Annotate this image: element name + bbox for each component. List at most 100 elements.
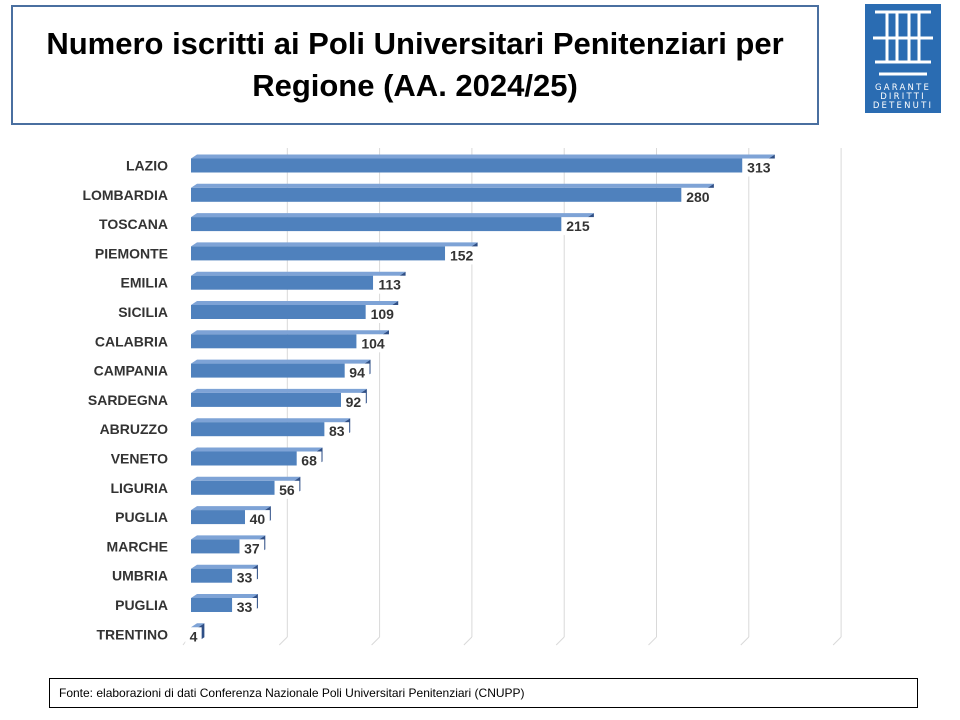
data-label-bg	[245, 510, 270, 529]
bar-top-face	[191, 213, 594, 218]
data-label-bg	[373, 275, 407, 294]
chart-title: Numero iscritti ai Poli Universitari Pen…	[46, 26, 784, 103]
category-label: TRENTINO	[96, 626, 168, 642]
data-label-bg	[232, 568, 257, 587]
data-label: 33	[237, 599, 253, 615]
data-label-bg	[365, 305, 399, 323]
bar-front-face	[191, 422, 345, 437]
data-label: 152	[450, 247, 474, 263]
bar-top-face	[191, 476, 301, 481]
data-label-bg	[356, 334, 390, 353]
bar-top-face	[191, 359, 371, 364]
bar-top-face	[191, 183, 714, 188]
bar	[191, 242, 478, 261]
bar	[191, 476, 301, 495]
category-label: PIEMONTE	[95, 245, 168, 261]
bar-front-face	[191, 363, 365, 378]
data-label-bg	[561, 217, 595, 236]
category-label: EMILIA	[121, 275, 168, 291]
garante-logo: GARANTE DIRITTI DETENUTI	[865, 4, 941, 113]
bar	[191, 301, 399, 319]
data-label: 92	[346, 394, 362, 410]
data-label-bg	[742, 158, 776, 177]
data-label: 313	[747, 160, 771, 176]
gridline-tick	[832, 636, 842, 646]
bar-front-face	[191, 217, 588, 232]
data-label: 68	[301, 453, 317, 469]
gridline-tick	[463, 636, 473, 646]
bar-top-face	[191, 301, 399, 305]
bar-front-face	[191, 451, 317, 466]
bar	[191, 213, 594, 232]
data-label-bg	[239, 539, 265, 558]
bar	[191, 330, 389, 349]
category-label: PUGLIA	[115, 597, 168, 613]
bar-top-face	[191, 506, 271, 511]
category-label: LIGURIA	[110, 480, 168, 496]
bar-front-face	[191, 480, 295, 495]
data-label-bg	[344, 363, 370, 382]
category-label: MARCHE	[107, 538, 168, 554]
bar-front-face	[191, 187, 708, 202]
bar-front-face	[191, 305, 393, 319]
bar-top-face	[191, 535, 266, 540]
data-label-bg	[340, 392, 366, 411]
gridline-tick	[740, 636, 750, 646]
bar-front-face	[191, 158, 769, 173]
bar-top-face	[191, 418, 351, 423]
data-label: 83	[329, 423, 345, 439]
gridline-tick	[555, 636, 565, 646]
data-label: 40	[250, 511, 266, 527]
gridline-tick	[278, 636, 288, 646]
category-label: ABRUZZO	[100, 421, 169, 437]
bar	[191, 183, 714, 202]
bar-top-face	[191, 154, 775, 159]
bar-top-face	[191, 447, 323, 452]
data-label: 94	[349, 365, 365, 381]
bar-top-face	[191, 242, 478, 247]
logo-mark-icon	[873, 10, 933, 76]
bar-top-face	[191, 623, 205, 628]
logo-text-line: DIRITTI	[880, 92, 926, 102]
data-label-bg	[185, 627, 202, 646]
data-label: 56	[279, 482, 295, 498]
category-label: LAZIO	[126, 158, 168, 174]
logo-text-line: DETENUTI	[872, 101, 934, 111]
category-label: CAMPANIA	[94, 363, 168, 379]
bar-top-face	[191, 564, 258, 569]
data-label: 33	[237, 570, 253, 586]
bar-top-face	[191, 330, 389, 335]
category-label: CALABRIA	[95, 333, 168, 349]
bar-front-face	[191, 334, 383, 349]
data-label-bg	[274, 480, 300, 499]
bar-front-face	[191, 246, 472, 261]
bar-chart: LAZIO 313 LOMBARDIA 280 TOSCANA 215 PIEMONTE 15…	[82, 148, 842, 646]
logo-text-line: GARANTE	[874, 83, 932, 93]
data-label-bg	[232, 598, 257, 616]
category-label: LOMBARDIA	[82, 187, 168, 203]
title-box: Numero iscritti ai Poli Universitari Pen…	[11, 5, 819, 125]
data-label-bg	[445, 246, 479, 265]
data-label: 280	[686, 189, 710, 205]
bar-top-face	[191, 594, 258, 598]
category-label: VENETO	[111, 451, 168, 467]
data-label-bg	[296, 451, 322, 470]
bar-front-face	[191, 392, 361, 407]
bar	[191, 154, 775, 173]
data-label: 215	[566, 218, 590, 234]
category-label: PUGLIA	[115, 509, 168, 525]
source-note: Fonte: elaborazioni di dati Conferenza N…	[49, 678, 918, 708]
category-label: TOSCANA	[99, 216, 168, 232]
gridline-tick	[648, 636, 657, 646]
data-label-bg	[681, 187, 715, 206]
data-label: 4	[190, 628, 198, 644]
data-label: 109	[371, 306, 395, 322]
category-label: UMBRIA	[112, 568, 168, 584]
bar-top-face	[191, 388, 367, 393]
bar	[191, 388, 367, 407]
data-label: 37	[244, 540, 260, 556]
category-label: SARDEGNA	[88, 392, 168, 408]
bar-top-face	[191, 271, 406, 276]
bar	[191, 359, 371, 378]
category-label: SICILIA	[118, 304, 168, 320]
